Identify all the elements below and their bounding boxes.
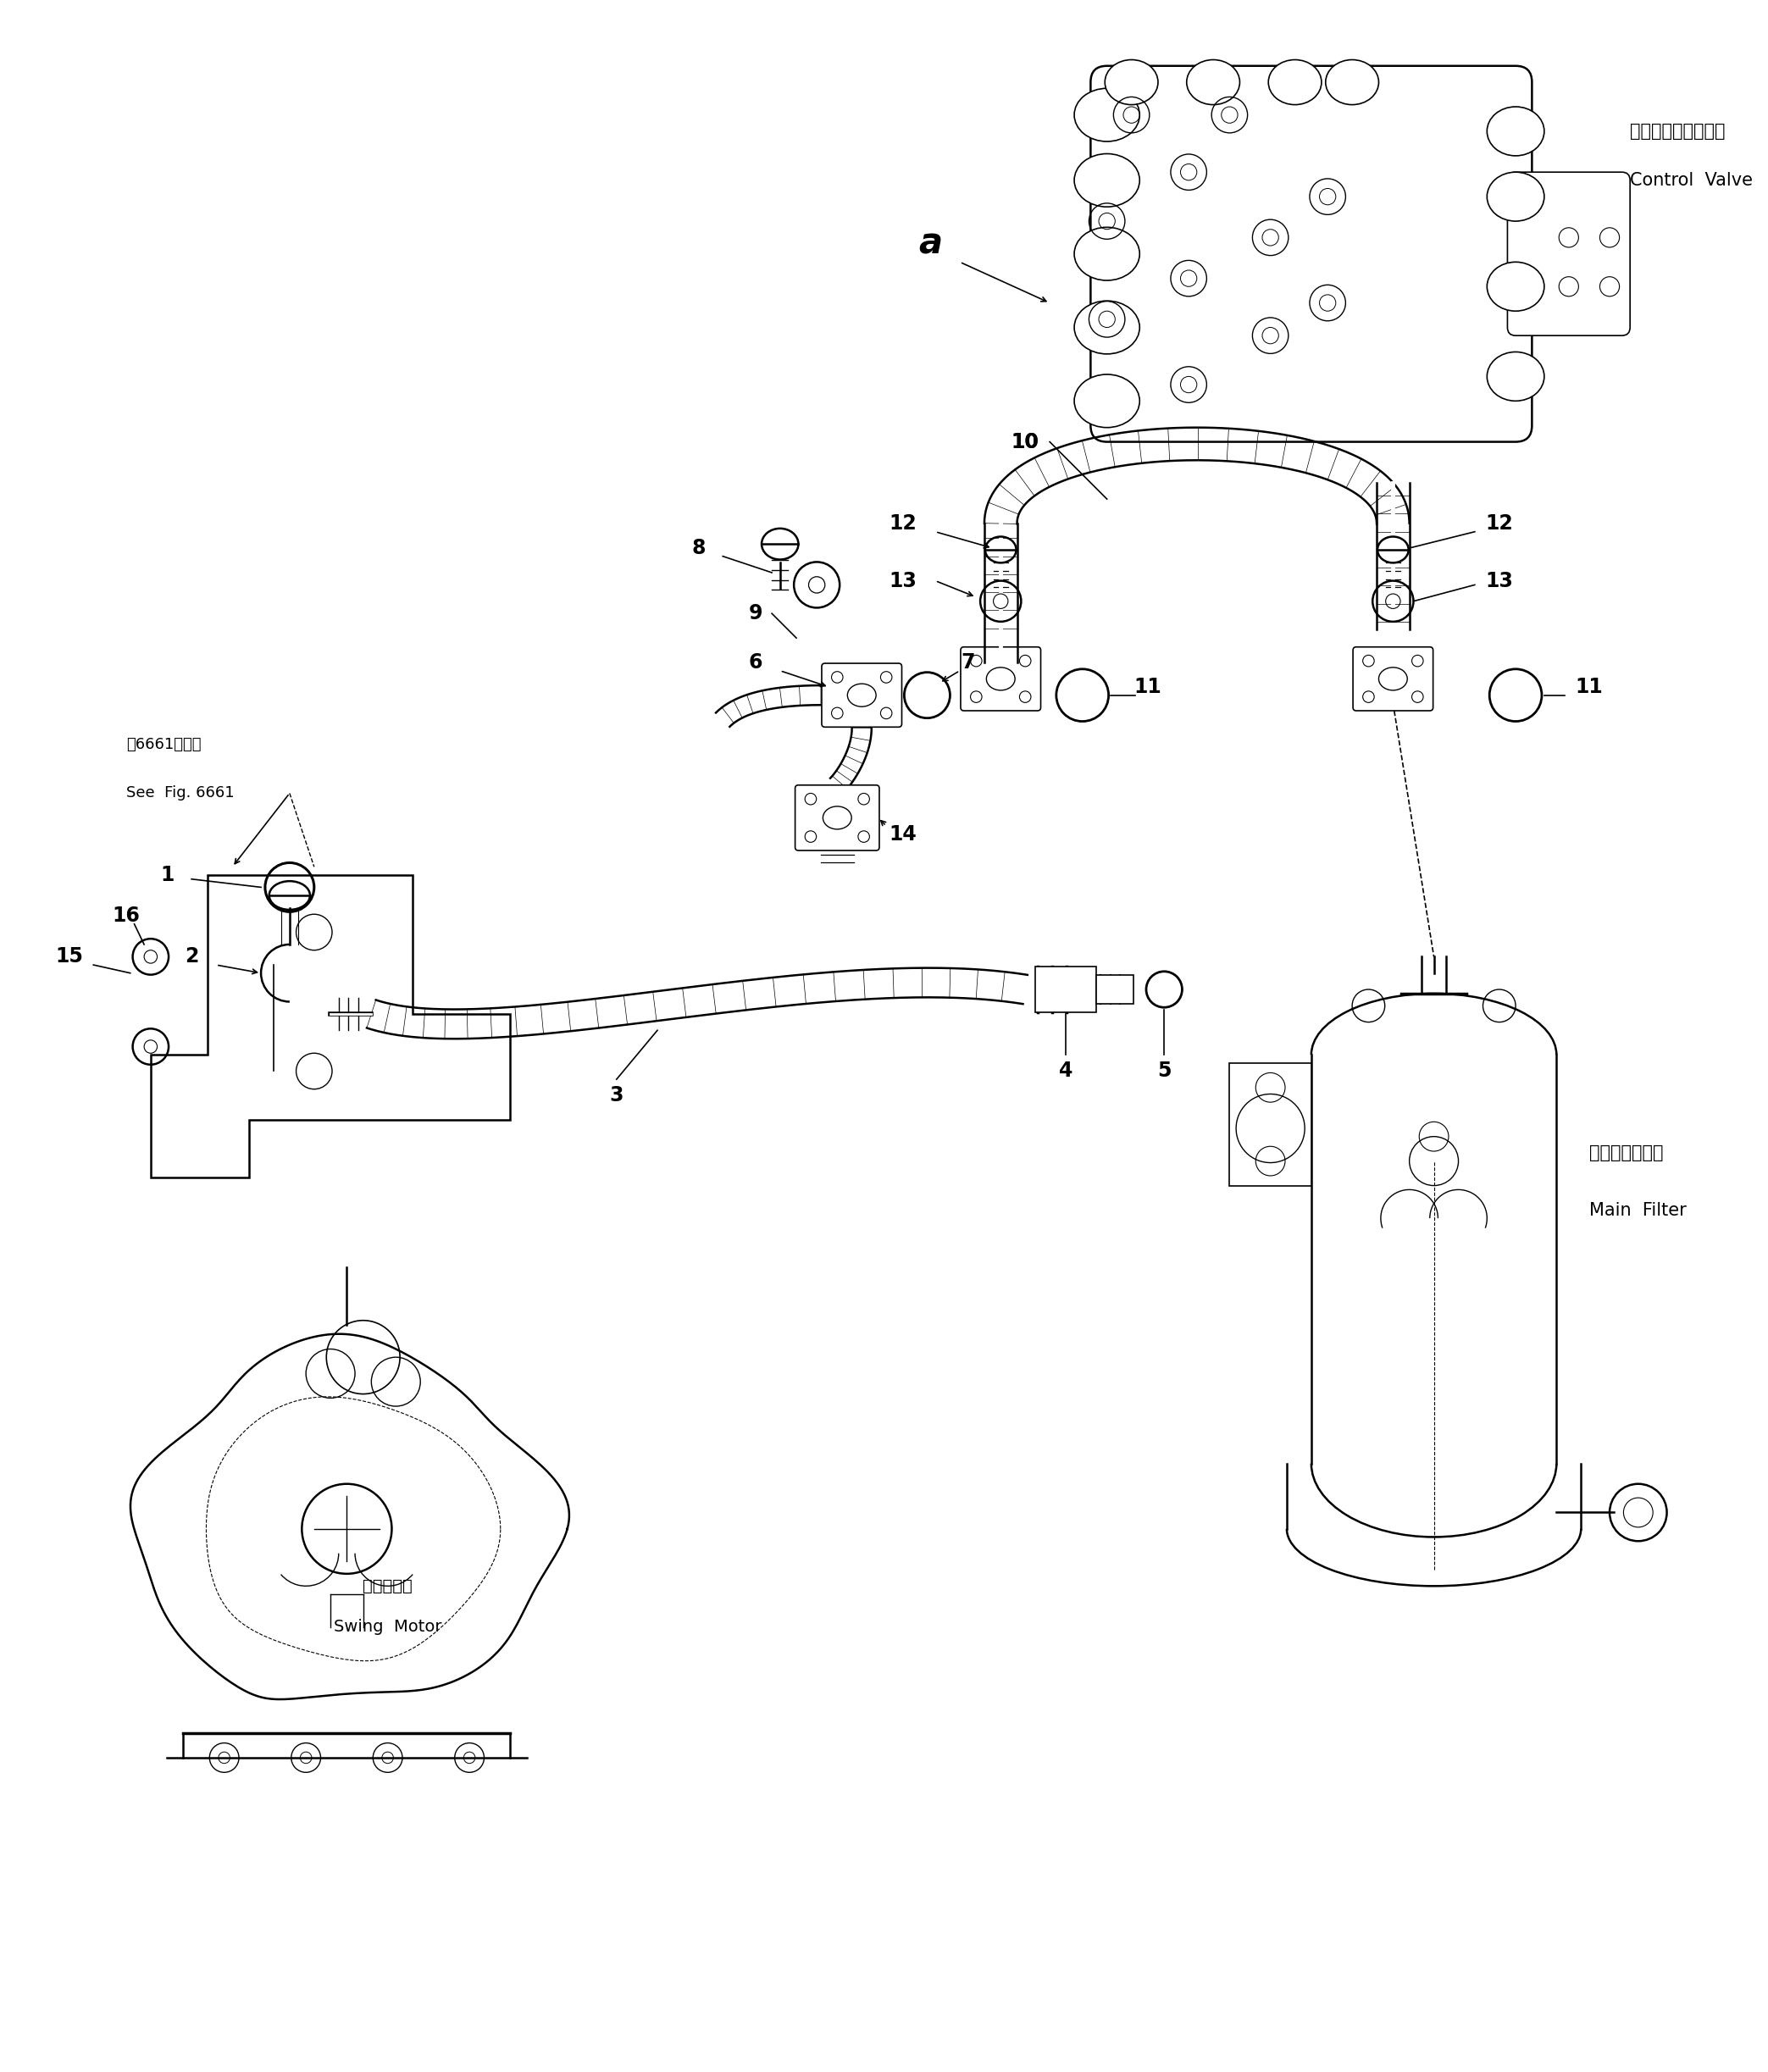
Ellipse shape [1075, 300, 1140, 354]
Text: 4: 4 [1059, 1061, 1073, 1082]
Bar [1034, 966, 1096, 1013]
Text: 13: 13 [1485, 570, 1513, 591]
Text: 10: 10 [1011, 431, 1040, 452]
Ellipse shape [1268, 60, 1321, 106]
FancyBboxPatch shape [796, 785, 879, 850]
Ellipse shape [1075, 89, 1140, 141]
Ellipse shape [1326, 60, 1379, 106]
Ellipse shape [1487, 352, 1543, 402]
Ellipse shape [1186, 60, 1239, 106]
Text: 6: 6 [748, 653, 762, 673]
Text: 9: 9 [748, 603, 762, 624]
Text: 8: 8 [691, 539, 705, 557]
Ellipse shape [1075, 375, 1140, 427]
Text: 3: 3 [610, 1086, 624, 1106]
Text: 7: 7 [962, 653, 974, 673]
Text: 12: 12 [1485, 514, 1513, 535]
Text: 10: 10 [1011, 431, 1040, 452]
Ellipse shape [1075, 153, 1140, 207]
Text: 13: 13 [889, 570, 916, 591]
Text: a: a [919, 226, 942, 261]
Text: 15: 15 [55, 947, 83, 968]
Text: Main  Filter: Main Filter [1589, 1202, 1687, 1218]
Ellipse shape [1075, 228, 1140, 280]
Ellipse shape [1487, 108, 1543, 155]
Bar [1096, 974, 1133, 1005]
FancyBboxPatch shape [960, 646, 1041, 711]
Bar [1229, 1063, 1312, 1185]
FancyBboxPatch shape [822, 663, 902, 727]
Text: Control  Valve: Control Valve [1630, 172, 1752, 189]
Text: 第6661図参照: 第6661図参照 [126, 738, 202, 752]
Text: 11: 11 [1575, 678, 1604, 696]
Text: コントロールバルブ: コントロールバルブ [1630, 122, 1726, 139]
Text: Swing  Motor: Swing Motor [334, 1618, 442, 1635]
Text: メインフィルタ: メインフィルタ [1589, 1144, 1664, 1160]
Text: 2: 2 [184, 947, 198, 968]
Text: 12: 12 [889, 514, 916, 535]
Ellipse shape [1487, 172, 1543, 222]
Text: 1: 1 [161, 864, 173, 885]
FancyBboxPatch shape [1508, 172, 1630, 336]
Text: 5: 5 [1158, 1061, 1170, 1082]
Ellipse shape [1487, 261, 1543, 311]
Text: 16: 16 [111, 905, 140, 926]
Text: 旋回モータ: 旋回モータ [362, 1579, 412, 1593]
Text: 11: 11 [1133, 678, 1162, 696]
Text: 14: 14 [889, 825, 916, 843]
Text: See  Fig. 6661: See Fig. 6661 [126, 785, 233, 802]
FancyBboxPatch shape [1353, 646, 1434, 711]
Ellipse shape [1105, 60, 1158, 106]
FancyBboxPatch shape [1091, 66, 1531, 441]
